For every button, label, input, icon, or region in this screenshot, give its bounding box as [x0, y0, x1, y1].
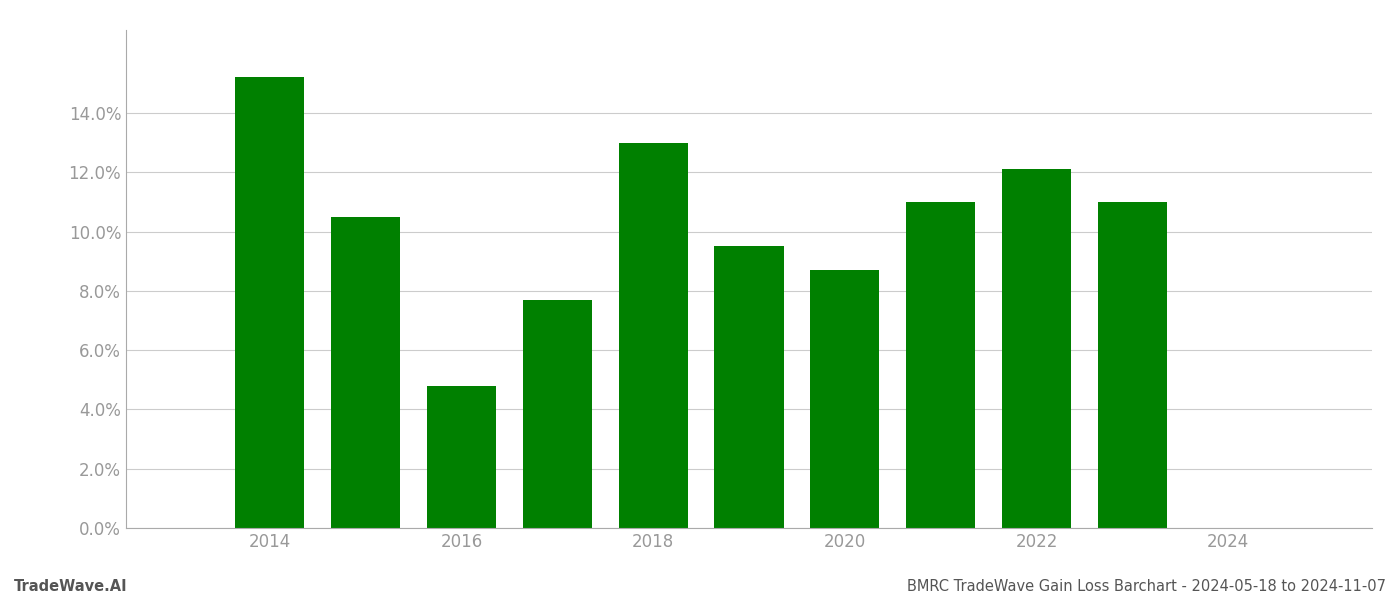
Bar	[235, 77, 304, 528]
Bar	[332, 217, 400, 528]
Bar	[906, 202, 976, 528]
Bar	[811, 270, 879, 528]
Bar	[427, 386, 496, 528]
Text: TradeWave.AI: TradeWave.AI	[14, 579, 127, 594]
Bar	[522, 300, 592, 528]
Bar	[1002, 169, 1071, 528]
Bar	[1098, 202, 1166, 528]
Bar	[619, 143, 687, 528]
Bar	[714, 247, 784, 528]
Text: BMRC TradeWave Gain Loss Barchart - 2024-05-18 to 2024-11-07: BMRC TradeWave Gain Loss Barchart - 2024…	[907, 579, 1386, 594]
